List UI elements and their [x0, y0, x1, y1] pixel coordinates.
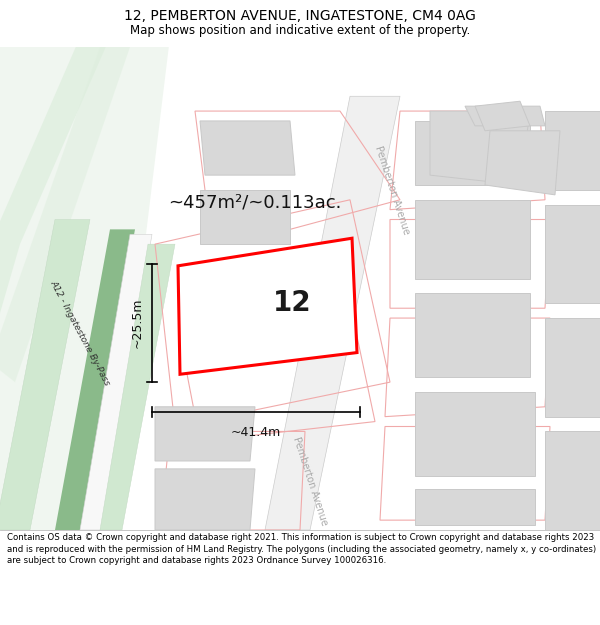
Text: Map shows position and indicative extent of the property.: Map shows position and indicative extent… [130, 24, 470, 37]
Polygon shape [0, 37, 110, 313]
Polygon shape [205, 254, 295, 303]
Polygon shape [415, 121, 530, 185]
Polygon shape [0, 219, 90, 530]
Polygon shape [465, 106, 545, 126]
Polygon shape [155, 469, 255, 530]
Polygon shape [0, 47, 130, 382]
Polygon shape [415, 293, 530, 378]
Polygon shape [475, 101, 530, 131]
Polygon shape [178, 238, 357, 374]
Polygon shape [265, 96, 400, 530]
Polygon shape [0, 37, 170, 530]
Text: ~25.5m: ~25.5m [131, 298, 144, 348]
Polygon shape [415, 392, 535, 476]
Text: ~41.4m: ~41.4m [231, 426, 281, 439]
Polygon shape [415, 489, 535, 525]
Text: A12 - Ingatestone By-Pass: A12 - Ingatestone By-Pass [49, 279, 112, 387]
Polygon shape [0, 47, 600, 530]
Polygon shape [55, 229, 135, 530]
Text: ~457m²/~0.113ac.: ~457m²/~0.113ac. [169, 194, 341, 212]
Polygon shape [200, 121, 295, 175]
Polygon shape [545, 205, 600, 303]
Polygon shape [200, 190, 290, 244]
Polygon shape [430, 111, 530, 185]
Text: Pemberton Avenue: Pemberton Avenue [291, 435, 329, 526]
Polygon shape [545, 431, 600, 530]
Text: Pemberton Avenue: Pemberton Avenue [373, 144, 411, 236]
Polygon shape [415, 200, 530, 279]
Polygon shape [80, 234, 152, 530]
Text: 12: 12 [272, 289, 311, 318]
Polygon shape [545, 111, 600, 190]
Polygon shape [210, 308, 285, 348]
Text: Contains OS data © Crown copyright and database right 2021. This information is : Contains OS data © Crown copyright and d… [7, 533, 596, 566]
Polygon shape [100, 244, 175, 530]
Polygon shape [155, 407, 255, 461]
Polygon shape [545, 318, 600, 417]
Text: 12, PEMBERTON AVENUE, INGATESTONE, CM4 0AG: 12, PEMBERTON AVENUE, INGATESTONE, CM4 0… [124, 9, 476, 23]
Polygon shape [485, 131, 560, 195]
